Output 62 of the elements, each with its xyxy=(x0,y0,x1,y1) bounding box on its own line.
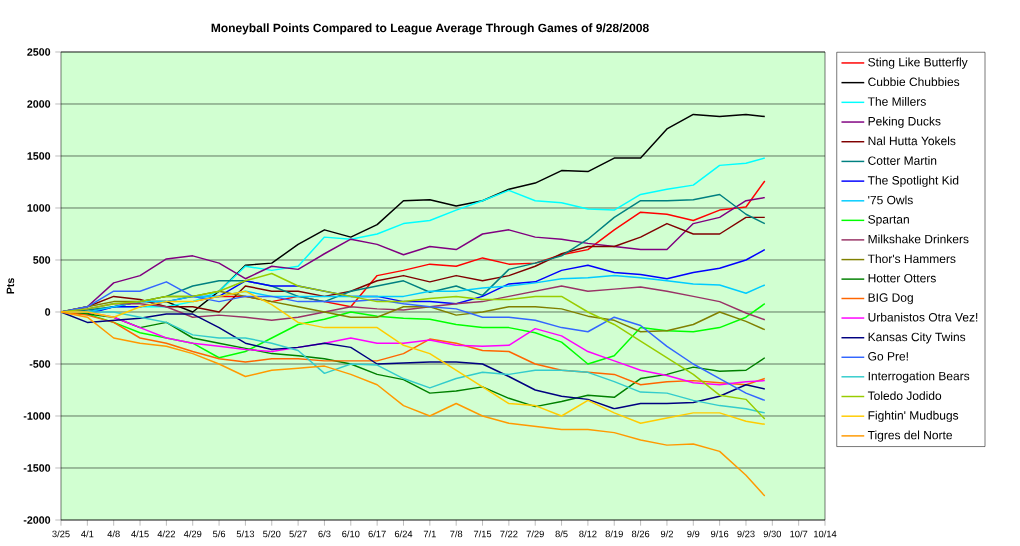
legend-label: Thor's Hammers xyxy=(867,254,956,264)
y-tick-label: -500 xyxy=(29,360,51,368)
legend-label: Spartan xyxy=(868,215,909,227)
x-tick-label: 8/26 xyxy=(631,530,650,538)
x-tick-label: 4/22 xyxy=(157,530,175,538)
x-tick-label: 9/30 xyxy=(763,530,782,538)
y-tick-label: 2500 xyxy=(27,48,51,56)
y-tick-label: 500 xyxy=(33,256,51,264)
legend-label: Cubbie Chubbies xyxy=(868,77,960,87)
x-tick-label: 4/1 xyxy=(81,530,94,538)
legend-label: Kansas City Twins xyxy=(868,332,966,344)
x-tick-label: 4/8 xyxy=(107,530,120,538)
legend-label: Nal Hutta Yokels xyxy=(868,136,956,146)
legend-label: Peking Ducks xyxy=(868,116,941,128)
legend-label: Hotter Otters xyxy=(868,273,936,283)
x-tick-label: 7/15 xyxy=(473,530,492,538)
y-tick-label: 1500 xyxy=(27,152,51,160)
y-tick-label: 2000 xyxy=(27,100,51,108)
x-tick-label: 5/20 xyxy=(263,530,281,538)
legend-label: Sting Like Butterfly xyxy=(868,57,968,69)
x-tick-label: 8/5 xyxy=(555,530,568,538)
x-tick-label: 8/12 xyxy=(579,530,597,538)
x-tick-label: 5/6 xyxy=(212,530,226,538)
x-tick-label: 4/15 xyxy=(131,530,149,538)
legend-label: Tigres del Norte xyxy=(867,430,953,442)
chart-title: Moneyball Points Compared to League Average Through Games of 9/28/2008 xyxy=(211,23,649,35)
legend-label: The Spotlight Kid xyxy=(867,175,959,187)
x-tick-label: 6/24 xyxy=(394,530,413,538)
legend-label: Cotter Martin xyxy=(868,156,937,165)
y-tick-label: 0 xyxy=(45,308,51,316)
y-tick-label: -1000 xyxy=(23,412,51,420)
legend-label: Urbanistos Otra Vez! xyxy=(868,312,978,322)
x-tick-label: 6/10 xyxy=(342,530,360,538)
legend-label: Interrogation Bears xyxy=(868,371,970,383)
y-tick-label: -1500 xyxy=(23,464,51,472)
x-tick-label: 8/19 xyxy=(605,530,623,538)
x-tick-label: 10/7 xyxy=(790,530,808,538)
legend-label: Fightin' Mudbugs xyxy=(868,410,959,423)
x-tick-label: 7/1 xyxy=(423,530,436,538)
x-tick-label: 9/23 xyxy=(737,530,755,538)
x-tick-label: 10/14 xyxy=(814,530,837,538)
legend-label: Milkshake Drinkers xyxy=(868,234,969,244)
y-tick-label: 1000 xyxy=(27,204,51,212)
x-tick-label: 7/22 xyxy=(500,530,518,538)
x-tick-label: 9/9 xyxy=(687,530,700,538)
x-tick-label: 7/8 xyxy=(450,530,463,538)
y-axis-title: Pts xyxy=(6,278,15,294)
legend-label: '75 Owls xyxy=(868,195,913,205)
x-tick-label: 6/3 xyxy=(318,530,331,538)
x-tick-label: 9/16 xyxy=(710,530,729,538)
x-tick-label: 3/25 xyxy=(52,530,70,538)
legend-label: The Millers xyxy=(867,96,926,106)
x-tick-label: 5/27 xyxy=(289,530,307,538)
legend-label: Toledo Jodido xyxy=(867,391,942,400)
y-tick-label: -2000 xyxy=(23,516,51,524)
x-tick-label: 6/17 xyxy=(368,530,386,538)
x-tick-label: 7/29 xyxy=(526,530,544,538)
legend-label: Go Pre! xyxy=(868,352,908,361)
x-tick-label: 5/13 xyxy=(236,530,255,538)
x-tick-label: 4/29 xyxy=(183,530,202,538)
legend-label: BIG Dog xyxy=(868,293,913,305)
x-tick-label: 9/2 xyxy=(660,530,673,538)
